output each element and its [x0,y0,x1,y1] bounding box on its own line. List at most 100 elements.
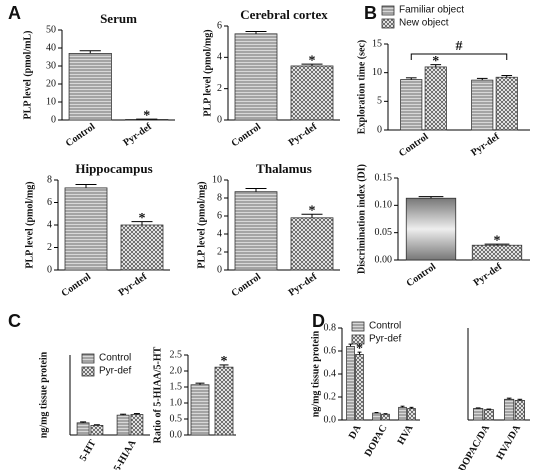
chart-title: Serum [100,11,137,26]
x-tick-label: DOPAC/DA [457,422,493,470]
y-tick-label: 5 [377,96,382,107]
chart-title: Cerebral cortex [240,7,328,22]
legend-label: Control [99,353,131,364]
bar [400,79,423,131]
legend-label: Pyr-def [99,366,131,377]
y-tick-label: 1.0 [170,397,183,408]
x-tick-label: Control [230,271,264,299]
y-axis-label: Ratio of 5-HIAA/5-HT [152,346,163,443]
y-tick-label: 0 [51,114,56,125]
y-axis-label: PLP level (pmol/mg) [202,29,213,116]
x-tick-label: DOPAC [363,423,390,459]
bar [473,408,484,421]
y-axis-label: PLP level (pmol/mL) [22,31,33,120]
y-tick-label: 0.6 [324,345,337,356]
x-tick-label: 5-HT [78,438,99,464]
bar [504,398,515,421]
x-tick-label: HVA/DA [494,422,523,461]
y-tick-label: 8 [47,174,52,185]
y-tick-label: 2 [47,242,52,253]
bar [64,187,108,271]
y-tick-label: 10 [212,174,222,185]
y-tick-label: 0 [377,124,382,135]
y-tick-label: 0.5 [170,413,183,424]
bar [471,79,494,131]
x-tick-label: Pyr-def [117,271,150,299]
y-tick-label: 0.4 [324,368,337,379]
annotation: * [309,53,316,68]
x-tick-label: Control [405,261,439,289]
y-tick-label: 10 [372,67,382,78]
legend-swatch [381,5,395,16]
y-tick-label: 20 [46,78,56,89]
y-tick-label: 2 [217,83,222,94]
y-axis-label: PLP level (pmol/mg) [24,181,35,268]
x-tick-label: Pyr-def [121,121,154,149]
legend-label: Familiar object [399,5,464,16]
y-tick-label: 50 [46,24,56,35]
x-tick-label: Pyr-def [469,131,502,159]
panel-label: D [312,311,325,331]
y-tick-label: 0 [217,114,222,125]
y-tick-label: 0.05 [375,227,393,238]
x-tick-label: Control [230,121,264,149]
x-tick-label: 5-HIAA [112,437,139,470]
y-tick-label: 1.5 [170,381,183,392]
bar [214,366,234,436]
panel-label: B [364,3,377,23]
x-tick-label: DA [347,422,364,441]
legend-label: Control [369,321,401,332]
panel-label: A [8,3,21,23]
y-tick-label: 0.0 [324,414,337,425]
annotation: * [494,233,501,248]
x-tick-label: HVA [396,422,416,446]
panel-label: C [8,311,21,331]
y-tick-label: 4 [217,52,222,63]
bar [407,408,416,421]
y-tick-label: 6 [47,197,52,208]
bar [483,409,494,421]
annotation: * [143,108,150,123]
bar [346,345,355,421]
x-tick-label: Pyr-def [287,121,320,149]
x-tick-label: Control [397,131,431,159]
legend-label: New object [399,18,449,29]
x-tick-label: Pyr-def [287,271,320,299]
bar [130,414,144,436]
bar [120,224,164,271]
chart-title: Thalamus [256,161,312,176]
y-axis-label: PLP level (pmol/mg) [196,181,207,268]
legend-label: Pyr-def [369,334,401,345]
x-tick-label: Control [64,121,98,149]
y-tick-label: 0.10 [375,200,393,211]
y-tick-label: 10 [46,96,56,107]
y-tick-label: 4 [47,219,52,230]
y-tick-label: 0.00 [375,254,393,265]
annotation: * [221,354,228,369]
y-tick-label: 8 [217,192,222,203]
y-tick-label: 0.8 [324,322,337,333]
y-tick-label: 0.2 [324,391,337,402]
bar [514,400,525,421]
y-axis-label: Discrimination index (DI) [356,164,367,274]
bar [234,33,278,121]
y-tick-label: 40 [46,42,56,53]
bar [381,413,390,421]
y-axis-label: ng/mg tissue protein [310,330,321,417]
y-tick-label: 2 [217,246,222,257]
y-tick-label: 2.5 [170,349,183,360]
bar [76,422,90,436]
bar [90,424,104,436]
y-tick-label: 2.0 [170,365,183,376]
y-tick-label: 4 [217,228,222,239]
bar [234,191,278,271]
annotation: * [356,341,363,356]
legend-swatch [81,366,95,377]
bar [355,354,364,421]
annotation: * [432,54,439,69]
annotation: * [139,211,146,226]
x-tick-label: Control [60,271,94,299]
bar [372,412,381,421]
bracket [410,53,508,60]
